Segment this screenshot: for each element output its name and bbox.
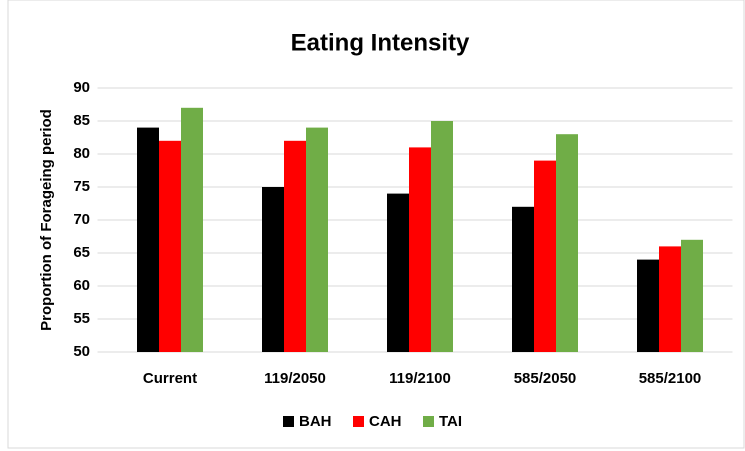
legend-label: CAH: [369, 413, 402, 430]
bar: [262, 187, 284, 352]
x-tick-label: Current: [143, 370, 197, 387]
bar: [512, 206, 534, 352]
x-tick-label: 119/2100: [389, 370, 451, 387]
bar: [181, 107, 203, 352]
bar: [387, 193, 409, 352]
chart-title: Eating Intensity: [291, 29, 470, 56]
legend-swatch: [283, 416, 294, 427]
bar: [637, 259, 659, 352]
y-tick-label: 75: [73, 178, 90, 195]
y-tick-label: 65: [73, 244, 90, 261]
y-tick-label: 80: [73, 145, 90, 162]
x-tick-label: 585/2100: [639, 370, 702, 387]
bar: [409, 147, 431, 352]
bar: [431, 121, 453, 352]
bar: [137, 127, 159, 352]
x-tick-label: 119/2050: [264, 370, 326, 387]
bar: [556, 134, 578, 352]
y-tick-label: 60: [73, 277, 90, 294]
legend-swatch: [353, 416, 364, 427]
legend-label: TAI: [439, 413, 462, 430]
y-tick-label: 90: [73, 79, 90, 96]
y-tick-label: 85: [73, 112, 90, 129]
bar: [159, 140, 181, 352]
y-tick-label: 70: [73, 211, 90, 228]
x-tick-label: 585/2050: [514, 370, 577, 387]
bar: [534, 160, 556, 352]
bar: [284, 140, 306, 352]
y-tick-label: 55: [73, 310, 90, 327]
legend-swatch: [423, 416, 434, 427]
bar: [306, 127, 328, 352]
chart-frame: [7, 0, 745, 449]
y-tick-label: 50: [73, 343, 90, 360]
legend-label: BAH: [299, 413, 332, 430]
bar: [681, 239, 703, 352]
bar: [659, 246, 681, 352]
y-axis-label: Proportion of Forageing period: [38, 109, 55, 331]
